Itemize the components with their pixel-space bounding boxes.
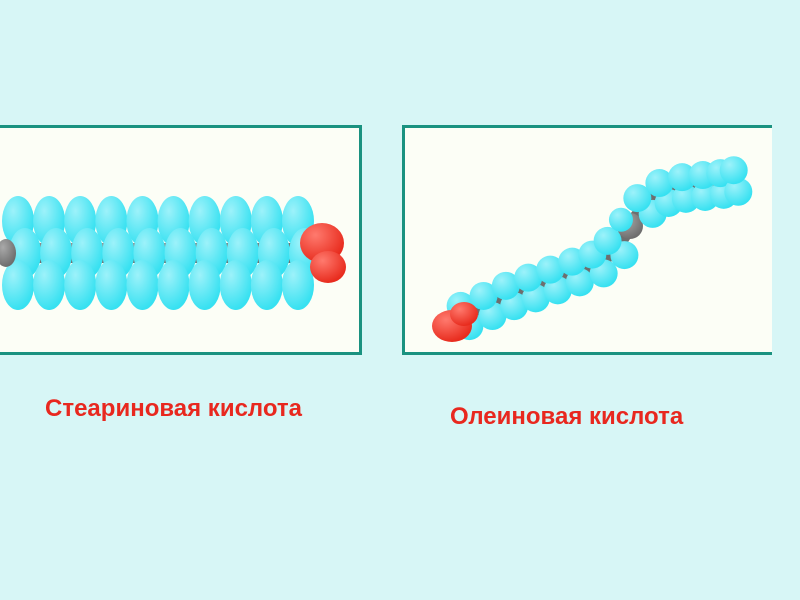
oleic-acid-molecule — [420, 148, 760, 343]
right-panel — [402, 125, 772, 355]
oleic-acid-label: Олеиновая кислота — [450, 403, 683, 431]
stearic-acid-molecule — [0, 188, 350, 318]
stearic-acid-label: Стеариновая кислота — [45, 395, 302, 423]
left-panel — [0, 125, 362, 355]
